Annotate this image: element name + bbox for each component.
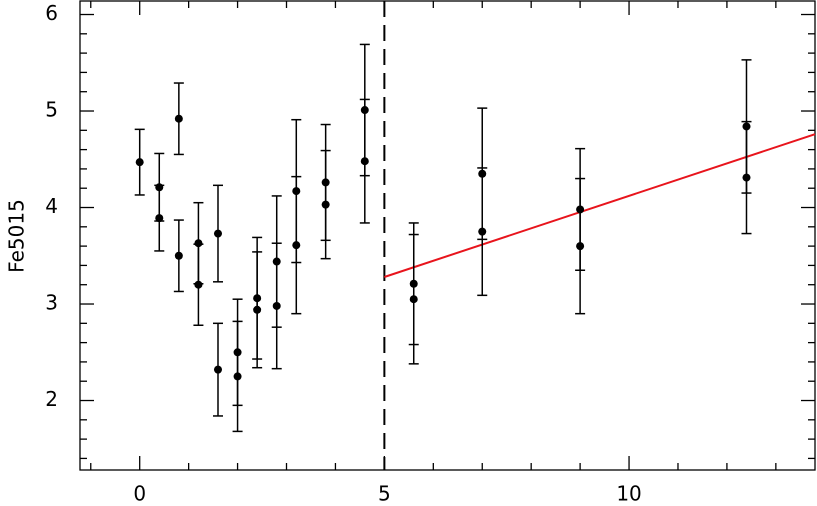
data-point: [194, 280, 203, 289]
data-point: [321, 200, 330, 209]
data-point: [155, 214, 164, 223]
x-tick-label: 5: [378, 482, 391, 506]
x-tick-label: 0: [133, 482, 146, 506]
data-point: [213, 229, 222, 238]
plot-frame: [79, 0, 816, 471]
data-point: [478, 227, 487, 236]
y-tick-label: 6: [45, 1, 58, 25]
data-point: [742, 173, 751, 182]
fit-line: [384, 133, 816, 278]
data-point: [194, 239, 203, 248]
data-point: [174, 114, 183, 123]
data-point: [174, 251, 183, 260]
data-point: [272, 301, 281, 310]
data-point: [576, 242, 585, 251]
y-axis-label: Fe5015: [5, 199, 29, 273]
data-point: [135, 158, 144, 167]
data-point: [233, 372, 242, 381]
y-tick-label: 4: [45, 194, 58, 218]
y-tick-label: 2: [45, 387, 58, 411]
data-point: [292, 241, 301, 250]
x-tick-label: 10: [616, 482, 641, 506]
data-point: [360, 157, 369, 166]
data-point: [213, 365, 222, 374]
y-tick-label: 5: [45, 98, 58, 122]
y-tick-label: 3: [45, 291, 58, 315]
data-point: [409, 295, 418, 304]
data-point: [253, 305, 262, 314]
